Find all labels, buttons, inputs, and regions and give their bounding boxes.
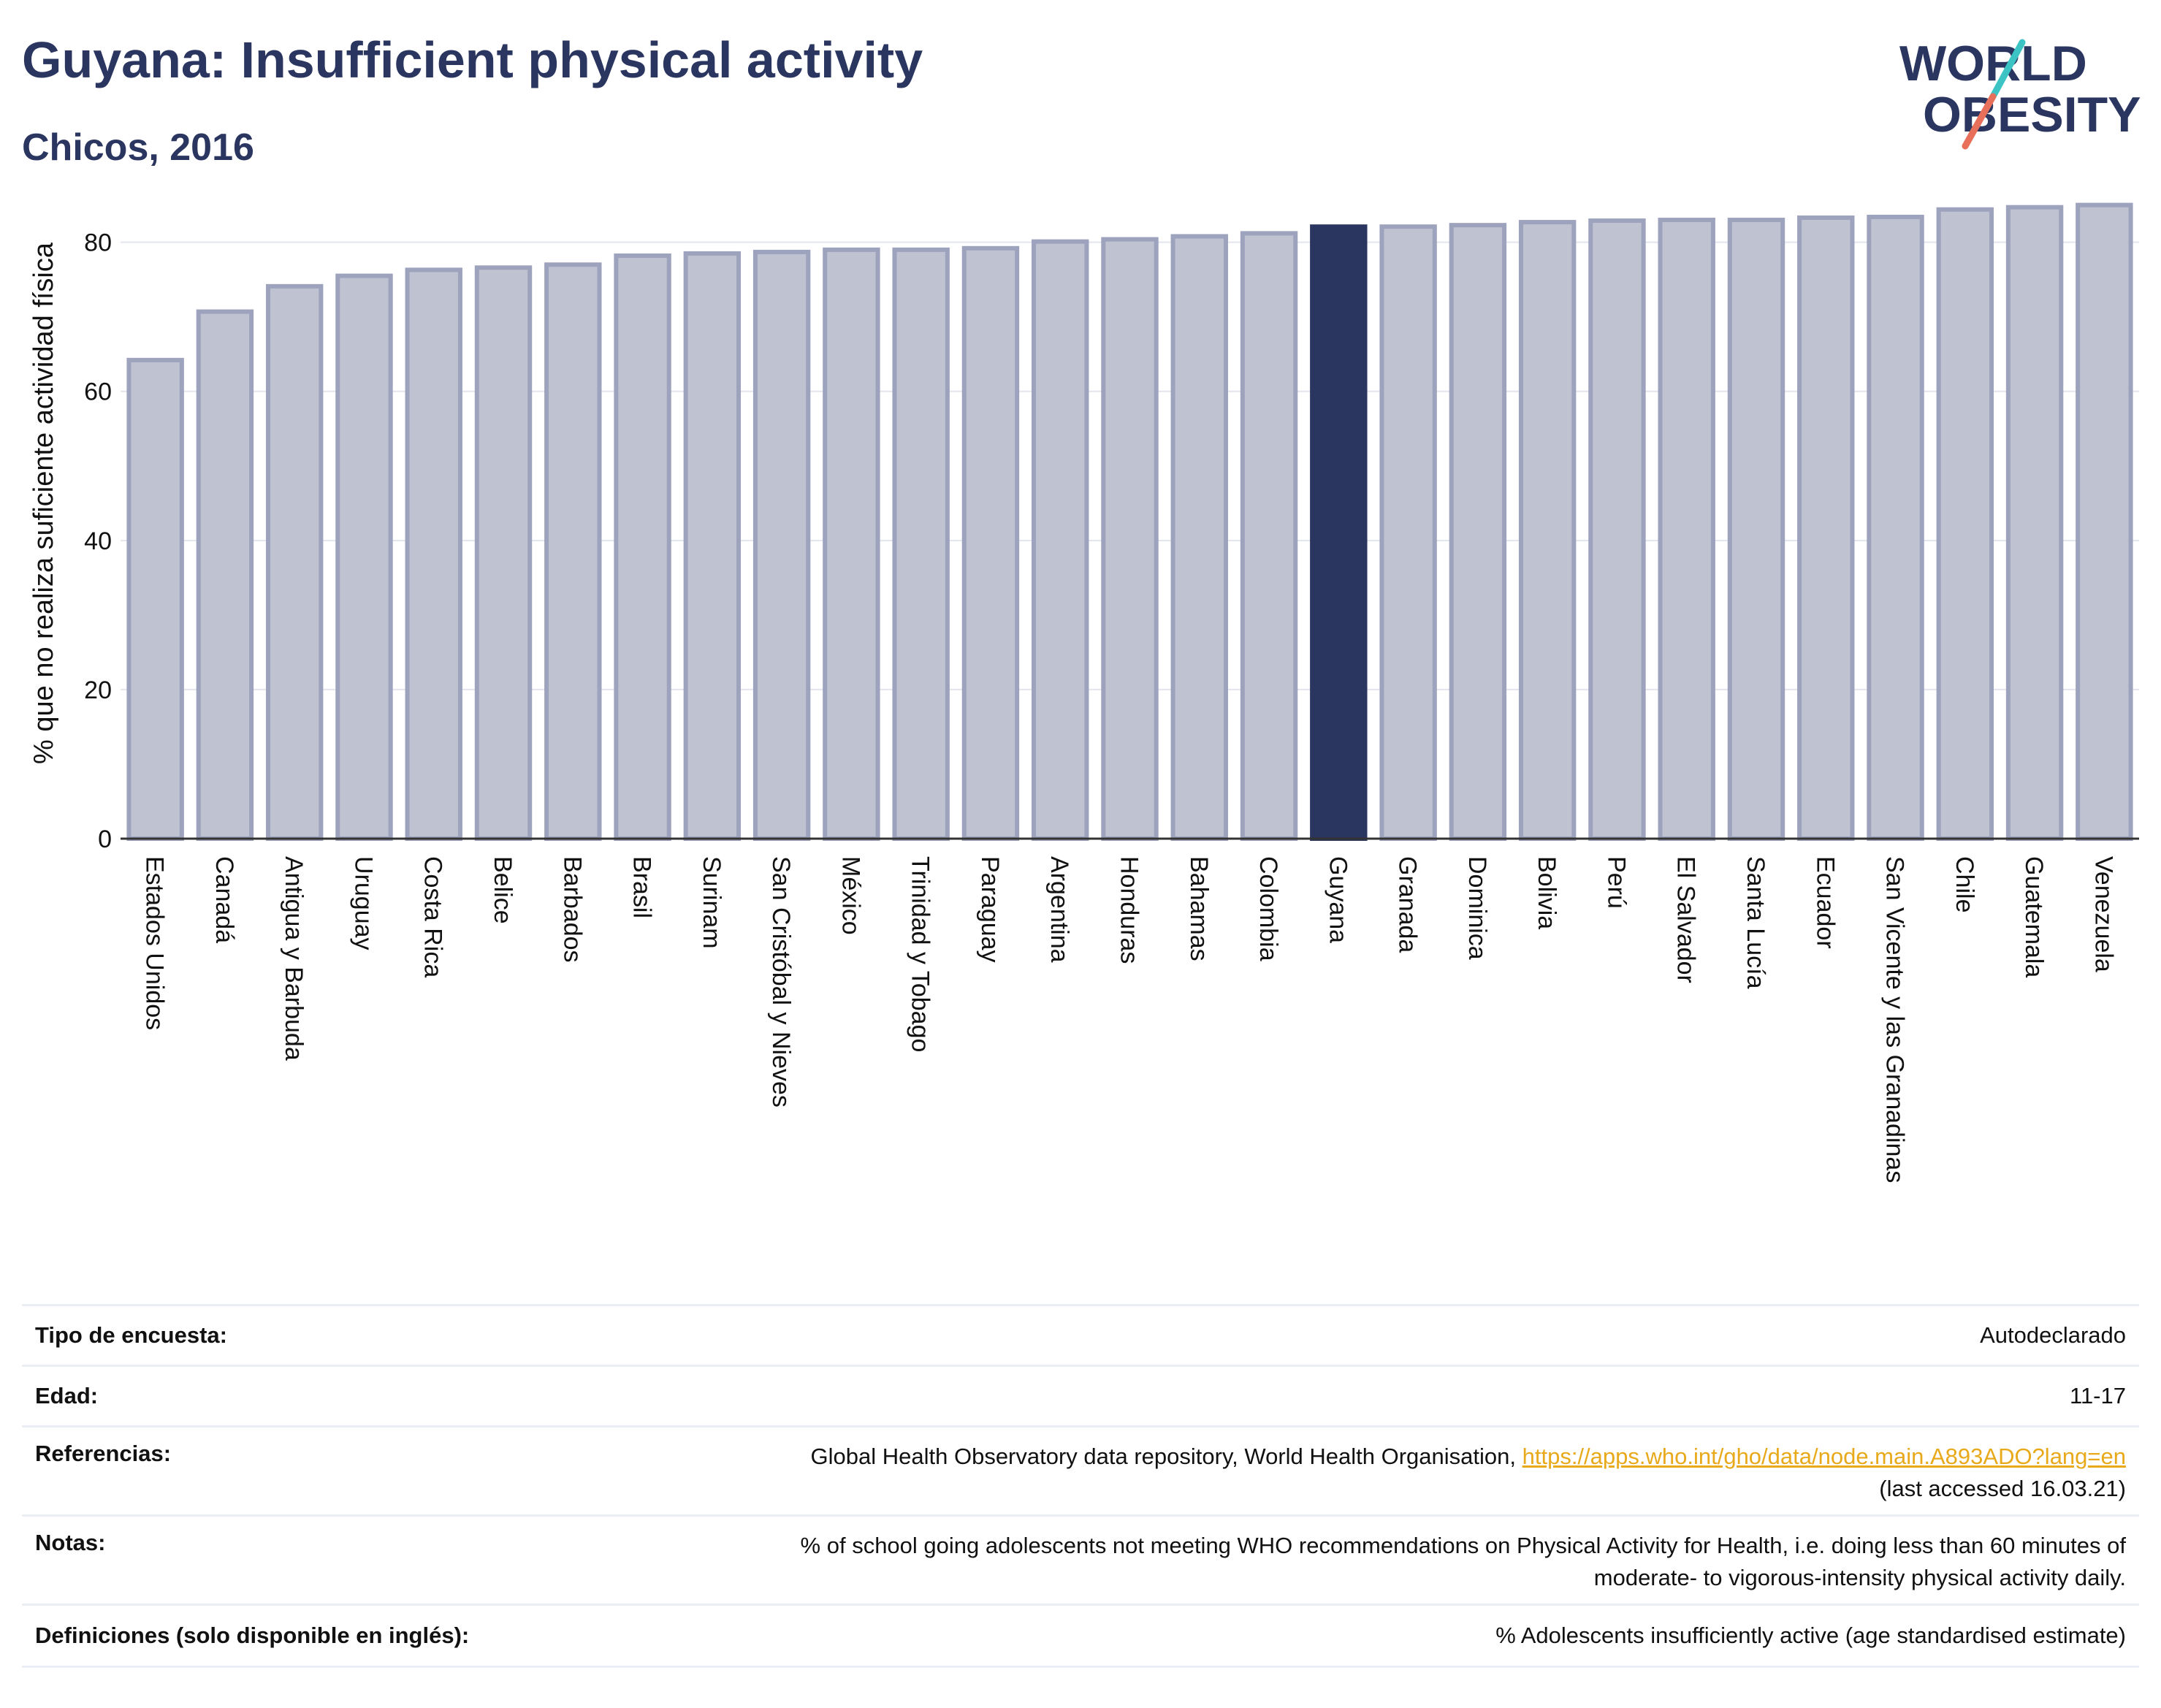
y-tick-label: 20 [84, 676, 112, 704]
bar [683, 251, 742, 841]
bar [1727, 218, 1785, 842]
x-tick-label: San Vicente y las Granadinas [1881, 856, 1909, 1183]
bar [1518, 220, 1577, 841]
references-text: Global Health Observatory data repositor… [810, 1444, 1522, 1469]
bar [892, 247, 950, 842]
bar-chart: 0 20 40 60 80 % que no realiza suficiente act… [28, 202, 2139, 1183]
bar [1240, 231, 1298, 841]
y-tick-label: 60 [84, 378, 112, 406]
bar [196, 309, 254, 841]
bar [2076, 202, 2133, 841]
x-tick-label: Costa Rica [419, 856, 447, 977]
logo-slash-teal [1989, 39, 2026, 100]
x-tick-label: Chile [1951, 856, 1978, 912]
world-obesity-logo: WORLD OBESITY [1899, 37, 2141, 150]
bar [335, 273, 393, 841]
x-tick-label: Brasil [628, 856, 656, 918]
bar [1449, 223, 1507, 842]
bar [961, 245, 1020, 841]
bar [265, 283, 324, 841]
bar [752, 249, 811, 841]
bar [1658, 218, 1715, 842]
x-tick-label: Belice [489, 856, 517, 924]
references-label: Referencias: [35, 1441, 172, 1466]
x-tick-label: Granada [1394, 856, 1422, 953]
age-label: Edad: [35, 1383, 99, 1408]
x-tick-label: México [836, 856, 864, 935]
x-tick-label: Bahamas [1185, 856, 1213, 961]
bar [1867, 214, 1924, 841]
bar [1379, 224, 1437, 841]
x-tick-label: Canadá [210, 856, 238, 943]
x-tick-label: Colombia [1254, 856, 1282, 961]
notes-value: % of school going adolescents not meetin… [801, 1530, 2139, 1594]
references-value: Global Health Observatory data repositor… [811, 1441, 2139, 1505]
bar [2005, 205, 2064, 841]
notes-line-2: moderate- to vigorous-intensity physical… [1593, 1565, 2126, 1590]
bar [1101, 237, 1159, 841]
notes-line-1: % of school going adolescents not meetin… [800, 1533, 2126, 1558]
notes-label: Notas: [35, 1530, 106, 1555]
bar [544, 262, 602, 841]
x-tick-label: El Salvador [1672, 856, 1700, 983]
definitions-label: Definiciones (solo disponible en inglés)… [35, 1623, 470, 1648]
y-axis-label: % que no realiza suficiente actividad fí… [28, 242, 59, 764]
logo-word-obesity: OBESITY [1923, 87, 2141, 142]
x-tick-label: Paraguay [976, 856, 1004, 963]
bar [1797, 215, 1855, 841]
bar [1170, 234, 1228, 841]
x-tick-label: Surinam [698, 856, 725, 949]
x-tick-label: Bolivia [1533, 856, 1560, 929]
x-tick-label: Venezuela [2089, 856, 2117, 972]
references-access-date: (last accessed 16.03.21) [1879, 1476, 2126, 1501]
logo-word-world: WORLD [1899, 37, 2087, 91]
bar [405, 267, 462, 841]
bar [1936, 207, 1994, 841]
x-tick-label: Antigua y Barbuda [280, 856, 308, 1061]
references-link[interactable]: https://apps.who.int/gho/data/node.main.… [1522, 1444, 2126, 1469]
y-tick-label: 0 [98, 826, 112, 853]
x-tick-label: Dominica [1463, 856, 1491, 960]
bar [614, 253, 671, 842]
bar [1032, 239, 1089, 841]
x-tick-label: Honduras [1116, 856, 1143, 964]
logo-slash-coral [1962, 93, 1997, 150]
x-tick-label: Estados Unidos [141, 856, 169, 1030]
x-tick-label: Ecuador [1811, 856, 1839, 949]
metadata-table: Tipo de encuesta: Autodeclarado Edad: 11… [22, 1304, 2139, 1668]
chart-title: Guyana: Insufficient physical activity [22, 31, 923, 88]
bar [823, 247, 880, 842]
x-tick-label: San Cristóbal y Nieves [767, 856, 795, 1107]
x-tick-label: Argentina [1045, 856, 1073, 963]
age-value: 11-17 [2070, 1383, 2126, 1408]
x-tick-label: Santa Lucía [1742, 856, 1769, 989]
meta-row-notes: Notas: % of school going adolescents not… [22, 1514, 2139, 1604]
y-tick-label: 80 [84, 229, 112, 257]
bar [1588, 218, 1646, 842]
bar [1310, 224, 1368, 841]
x-tick-label: Perú [1602, 856, 1630, 909]
definitions-value: % Adolescents insufficiently active (age… [1495, 1623, 2126, 1648]
x-tick-label: Guyana [1324, 856, 1352, 943]
x-tick-label: Trinidad y Tobago [907, 856, 934, 1052]
chart-subtitle: Chicos, 2016 [22, 126, 254, 169]
meta-row-definitions: Definiciones (solo disponible en inglés)… [22, 1604, 2139, 1668]
y-tick-label: 40 [84, 527, 112, 555]
meta-row-references: Referencias: Global Health Observatory d… [22, 1425, 2139, 1514]
bar [474, 265, 533, 841]
x-tick-label: Barbados [558, 856, 586, 963]
meta-row-survey-type: Tipo de encuesta: Autodeclarado [22, 1304, 2139, 1365]
survey-type-value: Autodeclarado [1980, 1322, 2126, 1348]
bar [126, 357, 184, 842]
x-tick-label: Uruguay [349, 856, 377, 950]
survey-type-label: Tipo de encuesta: [35, 1322, 227, 1348]
meta-row-age: Edad: 11-17 [22, 1365, 2139, 1425]
x-tick-label: Guatemala [2020, 856, 2048, 977]
